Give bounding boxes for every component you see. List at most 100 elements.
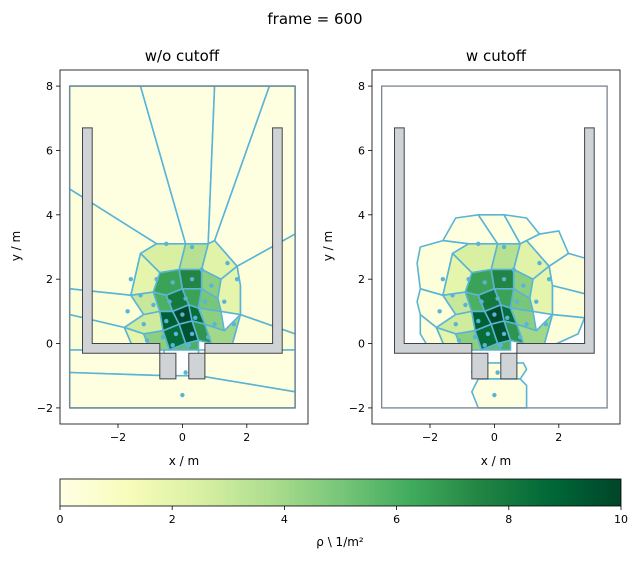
measurement-domain-with-cutoff xyxy=(381,85,608,409)
pedestrian-point xyxy=(546,276,552,282)
pedestrian-point xyxy=(492,312,497,317)
voronoi-cells-without-cutoff xyxy=(68,85,296,409)
panel-without-cutoff: w/o cutoff −2 0 2 −2 0 2 4 6 8 x / m y / m xyxy=(9,47,309,468)
pedestrian-point xyxy=(476,241,481,246)
y-tick-label: 6 xyxy=(358,144,365,157)
voronoi-cell xyxy=(470,378,528,409)
pedestrian-point xyxy=(189,244,195,250)
pedestrian-point xyxy=(521,283,526,288)
pedestrian-point xyxy=(164,241,169,246)
pedestrian-point xyxy=(144,338,150,343)
axes-frame xyxy=(371,69,621,425)
voronoi-cell xyxy=(516,313,554,351)
pedestrian-point xyxy=(231,322,237,327)
y-tick-label: 8 xyxy=(358,80,365,93)
y-tick-label: −2 xyxy=(349,402,365,415)
y-axis-label-without-cutoff: y / m xyxy=(9,231,23,261)
y-tick-label: 2 xyxy=(358,273,365,286)
pedestrian-point xyxy=(189,276,195,282)
x-axis-label-without-cutoff: x / m xyxy=(169,454,199,468)
geometry-left-wall xyxy=(394,127,473,354)
pedestrian-point xyxy=(154,276,159,282)
pedestrian-point xyxy=(170,342,175,348)
colorbar-tick-label: 2 xyxy=(169,513,176,526)
pedestrian-point xyxy=(209,283,214,288)
pedestrian-point xyxy=(463,302,468,308)
colorbar-label: ρ \ 1/m² xyxy=(316,535,364,549)
voronoi-cell xyxy=(496,339,512,351)
y-tick-label: 2 xyxy=(46,273,53,286)
axes-with-cutoff: −2 0 2 −2 0 2 4 6 8 xyxy=(349,69,621,444)
pedestrian-point xyxy=(472,334,478,340)
y-tick-label: 0 xyxy=(358,338,365,351)
pedestrian-point xyxy=(225,260,230,266)
pedestrian-point xyxy=(160,334,166,340)
pedestrian-point xyxy=(511,267,516,272)
y-tick-label: 6 xyxy=(46,144,53,157)
measurement-area-rect xyxy=(381,85,608,409)
x-tick-label: 2 xyxy=(555,431,562,444)
pedestrian-point xyxy=(128,276,134,282)
pedestrian-point xyxy=(141,322,146,327)
measurement-area-rect xyxy=(69,85,296,409)
x-tick-label: 2 xyxy=(243,431,250,444)
pedestrian-point xyxy=(199,267,204,272)
colorbar-tick-label: 4 xyxy=(281,513,288,526)
pedestrian-point xyxy=(492,392,497,398)
pedestrian-point xyxy=(479,299,484,304)
pedestrian-point xyxy=(485,331,491,337)
colorbar-gradient xyxy=(59,478,622,507)
colorbar-tick-label: 6 xyxy=(393,513,400,526)
pedestrian-points-with-cutoff xyxy=(437,241,552,398)
pedestrian-point xyxy=(476,318,481,324)
geometry-left-post xyxy=(159,352,177,380)
pedestrian-point xyxy=(125,309,130,314)
pedestrian-point xyxy=(234,276,240,282)
y-tick-label: 8 xyxy=(46,80,53,93)
pedestrian-point xyxy=(193,315,198,320)
pedestrian-point xyxy=(514,299,520,304)
colorbar-tick-label: 10 xyxy=(614,513,628,526)
pedestrian-point xyxy=(453,322,458,327)
colorbar-tick-label: 8 xyxy=(505,513,512,526)
pedestrian-point xyxy=(543,322,549,327)
x-tick-label: 0 xyxy=(491,431,498,444)
x-tick-label: −2 xyxy=(422,431,438,444)
geometry-walls-without-cutoff xyxy=(82,127,283,380)
pedestrian-point xyxy=(450,293,455,298)
axes-frame xyxy=(59,69,309,425)
pedestrian-point xyxy=(498,342,504,348)
pedestrian-point xyxy=(456,338,462,343)
pedestrian-point xyxy=(138,293,143,298)
voronoi-cell xyxy=(184,339,200,351)
pedestrian-point xyxy=(437,309,442,314)
y-tick-label: 4 xyxy=(46,209,53,222)
pedestrian-point xyxy=(205,334,211,340)
colorbar-tick-label: 0 xyxy=(57,513,64,526)
pedestrian-point xyxy=(482,342,487,348)
pedestrian-point xyxy=(505,315,510,320)
pedestrian-point xyxy=(170,280,175,285)
pedestrian-point xyxy=(495,370,500,375)
pedestrian-point xyxy=(501,244,507,250)
y-axis-label-with-cutoff: y / m xyxy=(321,231,335,261)
pedestrian-point xyxy=(189,331,195,337)
pedestrian-point xyxy=(183,370,188,375)
pedestrian-point xyxy=(537,260,542,266)
pedestrian-point xyxy=(482,280,487,285)
y-tick-label: 4 xyxy=(358,209,365,222)
geometry-right-post xyxy=(500,352,518,380)
pedestrian-point xyxy=(222,299,227,304)
geometry-walls-with-cutoff xyxy=(394,127,595,380)
x-tick-label: 0 xyxy=(179,431,186,444)
y-tick-label: −2 xyxy=(37,402,53,415)
voronoi-cells-with-cutoff xyxy=(416,214,592,409)
geometry-right-post xyxy=(188,352,206,380)
pedestrian-point xyxy=(212,322,217,327)
pedestrian-point xyxy=(151,302,156,308)
pedestrian-point xyxy=(501,331,507,337)
pedestrian-point xyxy=(534,299,539,304)
pedestrian-point xyxy=(167,299,172,304)
pedestrian-point xyxy=(180,312,185,317)
